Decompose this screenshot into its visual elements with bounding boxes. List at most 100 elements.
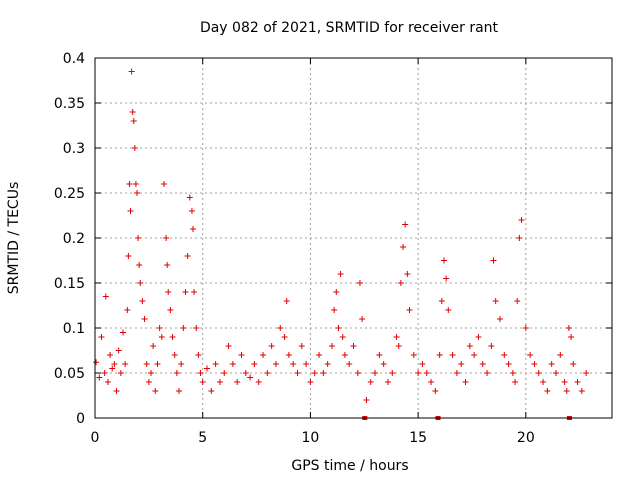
data-point <box>484 370 491 376</box>
data-point <box>128 68 135 75</box>
data-point <box>216 379 223 385</box>
data-point <box>134 190 141 196</box>
data-point <box>221 370 228 376</box>
data-point <box>496 316 503 322</box>
data-point <box>514 298 521 304</box>
data-point <box>505 361 512 367</box>
data-point <box>98 334 105 340</box>
data-point <box>363 397 370 403</box>
data-point <box>462 379 469 385</box>
data-point <box>109 365 116 372</box>
y-tick-label: 0.4 <box>63 51 85 67</box>
data-point <box>415 370 422 376</box>
data-point <box>191 289 198 295</box>
data-point <box>125 253 132 259</box>
data-point <box>583 370 590 376</box>
x-tick-label: 15 <box>409 430 427 446</box>
data-point <box>182 289 189 295</box>
data-point <box>466 343 473 349</box>
data-point <box>397 280 404 286</box>
data-point <box>404 271 411 277</box>
data-point <box>527 352 534 358</box>
plot-frame <box>94 57 613 419</box>
data-point <box>212 361 219 367</box>
data-point <box>186 194 193 201</box>
data-point <box>568 334 575 340</box>
data-point <box>339 334 346 340</box>
data-point <box>229 361 236 367</box>
data-point <box>180 325 187 331</box>
x-axis-label: GPS time / hours <box>291 458 408 474</box>
data-point <box>255 379 262 385</box>
data-point <box>93 359 100 366</box>
data-point <box>107 352 114 358</box>
data-point <box>380 361 387 367</box>
data-point <box>324 361 331 367</box>
data-point <box>190 226 197 232</box>
data-point <box>552 370 559 376</box>
data-point <box>518 217 525 223</box>
data-point <box>131 145 138 151</box>
data-point <box>96 374 103 381</box>
x-tick-label: 10 <box>302 430 320 446</box>
data-point <box>247 374 254 381</box>
data-point <box>428 379 435 385</box>
data-point <box>135 235 142 241</box>
data-point <box>171 352 178 358</box>
data-point <box>164 262 171 268</box>
data-point <box>145 379 152 385</box>
data-point <box>328 343 335 349</box>
data-point <box>154 361 161 367</box>
data-point <box>225 343 232 349</box>
data-point <box>453 370 460 376</box>
data-point <box>115 347 122 354</box>
data-point <box>346 361 353 367</box>
data-point <box>522 325 529 331</box>
y-tick-label: 0.3 <box>63 141 85 157</box>
data-point <box>268 343 275 349</box>
data-point <box>544 388 551 394</box>
data-point <box>406 307 413 313</box>
data-point <box>432 388 439 394</box>
axis-ticks: 0 0.05 0.1 0.15 0.2 0.25 0.3 0.35 0.4 0 5 10 15 20 <box>54 51 612 446</box>
data-point <box>160 181 167 187</box>
data-point <box>578 388 585 394</box>
data-point <box>193 325 200 331</box>
data-point <box>490 257 497 264</box>
data-point <box>376 352 383 358</box>
data-point <box>395 343 402 349</box>
y-tick-label: 0.05 <box>54 366 85 382</box>
data-point <box>272 361 279 367</box>
data-point <box>158 334 165 340</box>
data-point <box>423 370 430 376</box>
data-point <box>563 388 570 394</box>
data-point <box>359 316 366 322</box>
data-point <box>204 365 211 372</box>
data-point <box>311 370 318 376</box>
data-point <box>565 325 572 331</box>
data-point <box>531 361 538 367</box>
data-point <box>389 370 396 376</box>
data-point <box>303 361 310 367</box>
data-point <box>540 379 547 385</box>
y-tick-label: 0.1 <box>63 321 85 337</box>
data-point <box>234 379 241 385</box>
data-point <box>264 370 271 376</box>
data-point <box>141 316 148 322</box>
data-point <box>199 379 206 385</box>
data-point <box>127 208 134 214</box>
data-point <box>492 298 499 304</box>
data-point <box>208 388 215 394</box>
data-point <box>449 352 456 358</box>
data-point <box>169 334 176 340</box>
data-point <box>120 329 127 336</box>
data-point <box>176 388 183 394</box>
data-point <box>124 307 131 313</box>
data-point <box>165 289 172 295</box>
data-point <box>117 370 124 376</box>
data-point <box>163 235 170 241</box>
data-point <box>126 181 133 187</box>
y-tick-label: 0.35 <box>54 96 85 112</box>
data-point <box>197 370 204 376</box>
